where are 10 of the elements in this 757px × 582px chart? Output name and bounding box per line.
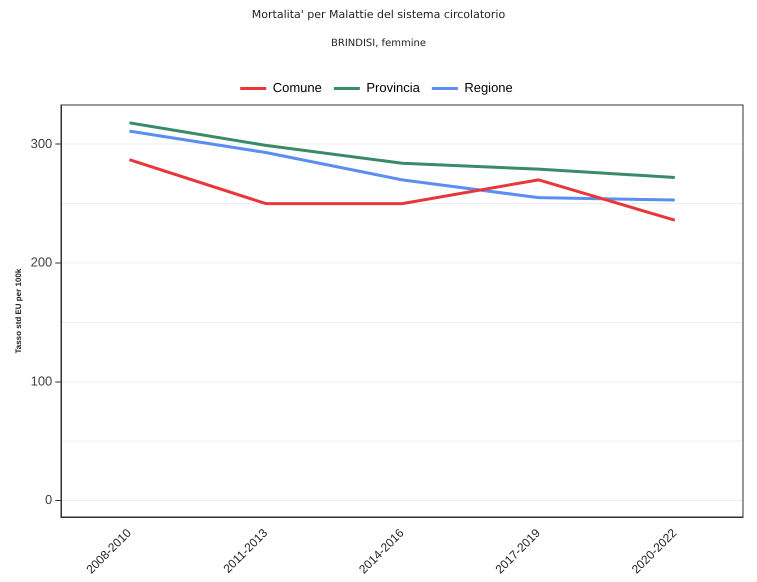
y-tick-label: 300 [30,136,52,151]
chart-subtitle: BRINDISI, femmine [330,38,427,49]
y-axis-title: Tasso std EU per 100k [14,268,24,354]
y-tick-label: 100 [30,373,52,388]
chart-title: Mortalita' per Malattie del sistema circolatorio [250,8,506,21]
legend-label: Comune [272,80,322,96]
legend-label: Provincia [366,80,421,96]
legend-label: Regione [464,80,513,96]
y-tick-label: 0 [45,492,52,508]
y-tick-label: 200 [30,254,52,270]
